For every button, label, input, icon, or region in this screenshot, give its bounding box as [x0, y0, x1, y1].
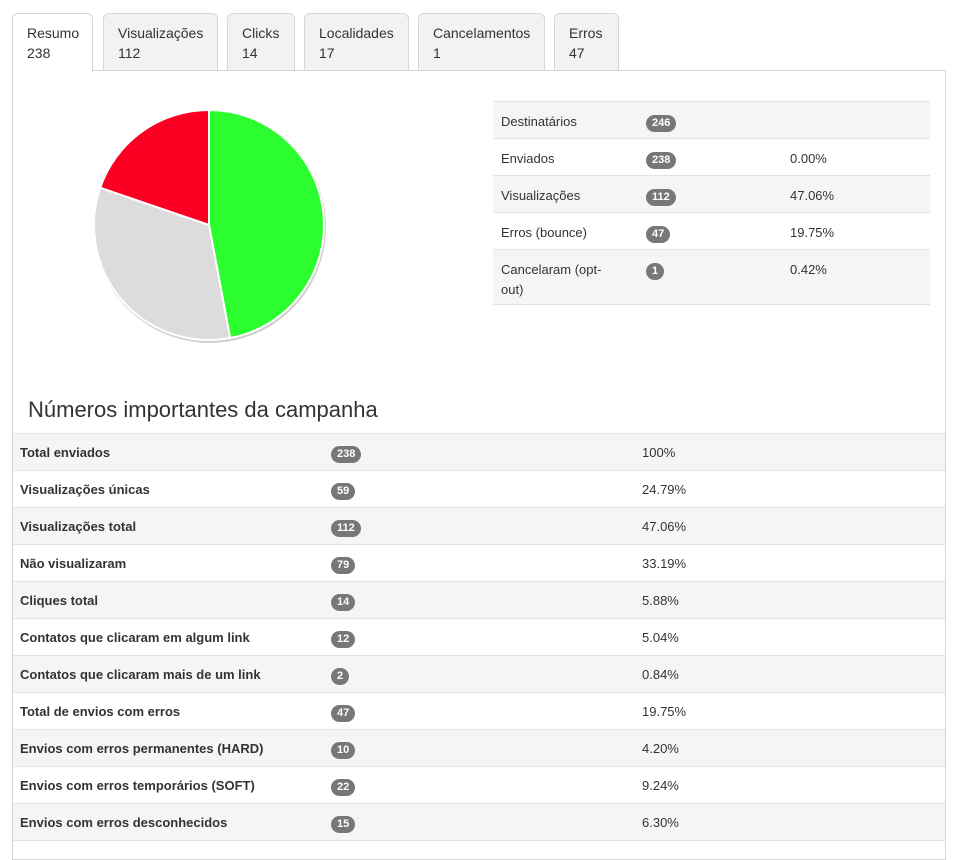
stats-row: Erros (bounce) 47 19.75% — [493, 213, 930, 250]
row-percent: 100% — [642, 445, 676, 460]
stats-badge: 246 — [646, 115, 677, 132]
table-row: Visualizações total 112 47.06% — [13, 508, 945, 545]
tab-label: Cancelamentos — [433, 25, 531, 41]
pie-slice — [98, 108, 210, 227]
stats-badge: 1 — [646, 263, 665, 280]
stats-label: Visualizações — [501, 188, 581, 203]
row-percent: 0.84% — [642, 667, 679, 682]
row-percent: 9.24% — [642, 778, 679, 793]
tab-count: 17 — [319, 45, 335, 61]
table-row: Total de envios com erros 47 19.75% — [13, 693, 945, 730]
stats-row: Cancelaram (opt-out) 1 0.42% — [493, 250, 930, 305]
row-label: Total enviados — [20, 445, 111, 460]
row-label: Visualizações total — [20, 519, 137, 534]
row-label: Envios com erros temporários (SOFT) — [20, 778, 255, 793]
table-row: Envios com erros permanentes (HARD) 10 4… — [13, 730, 945, 767]
pie-chart — [93, 108, 326, 343]
row-badge: 112 — [331, 520, 361, 537]
stats-row: Enviados 238 0.00% — [493, 139, 930, 176]
row-label: Contatos que clicaram em algum link — [20, 630, 250, 645]
row-badge: 79 — [331, 557, 356, 574]
table-row: Total enviados 238 100% — [13, 434, 945, 471]
row-percent: 4.20% — [642, 741, 679, 756]
row-badge: 12 — [331, 631, 356, 648]
tab-count: 238 — [27, 45, 51, 61]
stats-label: Destinatários — [501, 114, 577, 129]
tab-visualizacoes[interactable]: Visualizações 112 — [103, 13, 218, 71]
row-label: Não visualizaram — [20, 556, 127, 571]
tab-label: Resumo — [27, 25, 80, 41]
row-percent: 6.30% — [642, 815, 679, 830]
stats-label: Cancelaram (opt-out) — [501, 262, 602, 297]
stats-row: Destinatários 246 — [493, 102, 930, 139]
table-row: Envios com erros temporários (SOFT) 22 9… — [13, 767, 945, 804]
row-badge: 47 — [331, 705, 356, 722]
row-percent: 47.06% — [642, 519, 687, 534]
stats-table: Destinatários 246 Enviados 238 0.00% Vis… — [493, 101, 930, 305]
row-percent: 24.79% — [642, 482, 687, 497]
row-label: Envios com erros permanentes (HARD) — [20, 741, 264, 756]
row-label: Contatos que clicaram mais de um link — [20, 667, 261, 682]
table-row: Não visualizaram 79 33.19% — [13, 545, 945, 582]
pie-slice — [93, 186, 232, 341]
row-percent: 5.88% — [642, 593, 679, 608]
tab-erros[interactable]: Erros 47 — [554, 13, 619, 71]
row-badge: 22 — [331, 779, 356, 796]
campaign-numbers-table: Total enviados 238 100% Visualizações ún… — [13, 433, 945, 841]
stats-percent: 19.75% — [790, 225, 835, 240]
stats-percent: 0.42% — [790, 262, 827, 277]
row-badge: 10 — [331, 742, 356, 759]
row-badge: 2 — [331, 668, 350, 685]
row-badge: 59 — [331, 483, 356, 500]
stats-percent: 47.06% — [790, 188, 835, 203]
stats-badge: 238 — [646, 152, 677, 169]
tab-localidades[interactable]: Localidades 17 — [304, 13, 409, 71]
row-badge: 238 — [331, 446, 362, 463]
tab-count: 1 — [433, 45, 441, 61]
section-title: Números importantes da campanha — [28, 397, 378, 422]
tab-clicks[interactable]: Clicks 14 — [227, 13, 295, 71]
stats-percent: 0.00% — [790, 151, 827, 166]
tab-count: 14 — [242, 45, 258, 61]
stats-badge: 112 — [646, 189, 676, 206]
row-label: Total de envios com erros — [20, 704, 181, 719]
tab-resumo[interactable]: Resumo 238 — [12, 13, 93, 72]
row-badge: 14 — [331, 594, 356, 611]
tab-label: Erros — [569, 25, 603, 41]
stats-label: Enviados — [501, 151, 555, 166]
tab-count: 112 — [118, 45, 141, 61]
tab-label: Clicks — [242, 25, 280, 41]
tab-label: Visualizações — [118, 25, 204, 41]
row-label: Envios com erros desconhecidos — [20, 815, 228, 830]
table-row: Envios com erros desconhecidos 15 6.30% — [13, 804, 945, 841]
row-label: Visualizações únicas — [20, 482, 150, 497]
tab-cancelamentos[interactable]: Cancelamentos 1 — [418, 13, 545, 71]
table-row: Cliques total 14 5.88% — [13, 582, 945, 619]
row-percent: 5.04% — [642, 630, 679, 645]
table-row: Contatos que clicaram em algum link 12 5… — [13, 619, 945, 656]
tab-count: 47 — [569, 45, 585, 61]
pie-slice — [208, 108, 325, 340]
row-percent: 19.75% — [642, 704, 687, 719]
summary-panel: Destinatários 246 Enviados 238 0.00% Vis… — [12, 70, 946, 860]
stats-row: Visualizações 112 47.06% — [493, 176, 930, 213]
row-percent: 33.19% — [642, 556, 687, 571]
tab-label: Localidades — [319, 25, 394, 41]
stats-label: Erros (bounce) — [501, 225, 587, 240]
table-row: Contatos que clicaram mais de um link 2 … — [13, 656, 945, 693]
row-label: Cliques total — [20, 593, 99, 608]
table-row: Visualizações únicas 59 24.79% — [13, 471, 945, 508]
stats-badge: 47 — [646, 226, 671, 243]
row-badge: 15 — [331, 816, 356, 833]
